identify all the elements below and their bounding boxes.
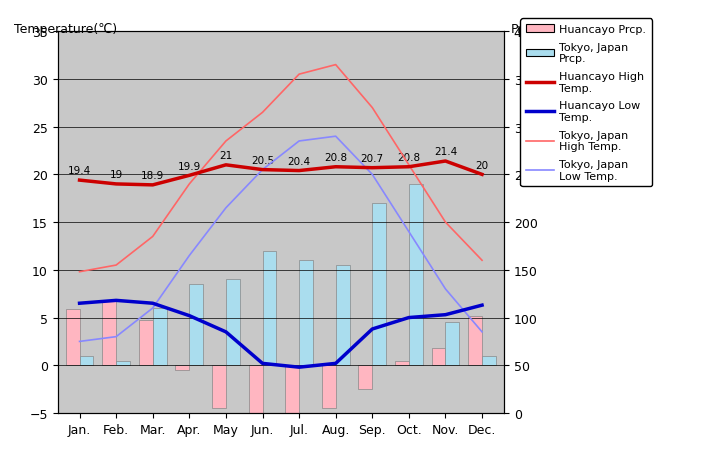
Text: 20.4: 20.4 (287, 157, 310, 167)
Bar (299, 261, 313, 365)
Bar (409, 185, 423, 365)
Bar (79, 356, 94, 365)
Text: 18.9: 18.9 (141, 171, 164, 181)
Bar (153, 308, 166, 365)
Legend: Huancayo Prcp., Tokyo, Japan
Prcp., Huancayo High
Temp., Huancayo Low
Temp., Tok: Huancayo Prcp., Tokyo, Japan Prcp., Huan… (521, 19, 652, 187)
Bar (66, 309, 79, 365)
Bar (395, 361, 409, 365)
Bar (263, 251, 276, 365)
Bar (336, 265, 350, 365)
Bar (431, 348, 446, 365)
Text: 19: 19 (109, 170, 123, 180)
Text: 20.8: 20.8 (397, 153, 420, 162)
Text: 21.4: 21.4 (434, 147, 457, 157)
Bar (285, 365, 299, 413)
Bar (482, 356, 496, 365)
Text: Precipitation(mm): Precipitation(mm) (511, 23, 624, 36)
Bar (322, 365, 336, 409)
Bar (176, 365, 189, 370)
Text: Temperature(℃): Temperature(℃) (14, 23, 117, 36)
Bar (248, 365, 263, 413)
Text: 20: 20 (475, 160, 489, 170)
Bar (372, 204, 386, 365)
Text: 19.9: 19.9 (178, 161, 201, 171)
Bar (359, 365, 372, 389)
Bar (102, 301, 116, 365)
Bar (226, 280, 240, 365)
Bar (189, 285, 203, 365)
Text: 20.8: 20.8 (324, 153, 347, 162)
Text: 19.4: 19.4 (68, 166, 91, 176)
Bar (212, 365, 226, 409)
Bar (116, 361, 130, 365)
Bar (139, 321, 153, 365)
Text: 20.7: 20.7 (361, 154, 384, 163)
Bar (468, 316, 482, 365)
Bar (446, 323, 459, 365)
Text: 21: 21 (220, 151, 233, 161)
Text: 20.5: 20.5 (251, 156, 274, 165)
